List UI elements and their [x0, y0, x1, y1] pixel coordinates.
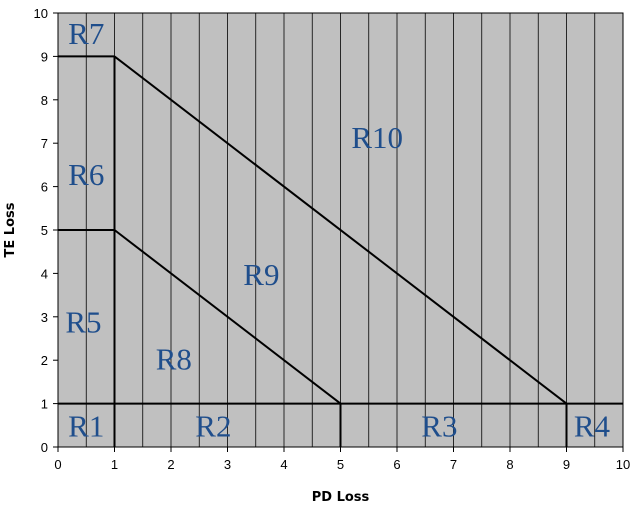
y-tick-label: 7 — [41, 136, 48, 151]
region-label-r3: R3 — [421, 409, 457, 444]
y-tick-label: 3 — [41, 310, 48, 325]
region-labels: R1 R2 R3 R4 R5 R6 R7 R8 R9 R10 — [65, 16, 610, 444]
x-tick-label: 8 — [506, 457, 513, 472]
y-tick-label: 0 — [41, 440, 48, 455]
region-boundaries — [58, 55, 623, 447]
region-label-r6: R6 — [68, 157, 104, 192]
boundary-line — [113, 229, 342, 405]
region-label-r8: R8 — [156, 341, 192, 376]
region-label-r9: R9 — [243, 257, 279, 292]
region-label-r7: R7 — [68, 16, 104, 51]
x-tick-label: 0 — [54, 457, 61, 472]
y-tick-labels: 0 1 2 3 4 5 6 7 8 9 10 — [34, 6, 48, 455]
axis-ticks — [53, 12, 624, 452]
region-label-r4: R4 — [574, 409, 611, 444]
region-label-r5: R5 — [65, 305, 101, 340]
x-tick-label: 5 — [337, 457, 344, 472]
region-label-r10: R10 — [351, 120, 403, 155]
x-tick-label: 3 — [224, 457, 231, 472]
x-tick-label: 9 — [563, 457, 570, 472]
y-tick-label: 8 — [41, 93, 48, 108]
x-tick-label: 4 — [280, 457, 287, 472]
x-tick-labels: 0 1 2 3 4 5 6 7 8 9 10 — [54, 457, 630, 472]
x-tick-label: 10 — [616, 457, 630, 472]
y-tick-label: 4 — [41, 266, 48, 281]
y-tick-label: 6 — [41, 180, 48, 195]
x-tick-label: 1 — [111, 457, 118, 472]
y-tick-label: 10 — [34, 6, 48, 21]
y-tick-label: 9 — [41, 49, 48, 64]
y-tick-label: 2 — [41, 353, 48, 368]
region-label-r1: R1 — [68, 409, 104, 444]
x-axis-title: PD Loss — [312, 490, 370, 505]
x-tick-label: 7 — [450, 457, 457, 472]
x-tick-label: 6 — [393, 457, 400, 472]
region-label-r2: R2 — [195, 409, 231, 444]
y-tick-label: 1 — [41, 397, 48, 412]
y-axis-title: TE Loss — [3, 202, 18, 257]
x-tick-label: 2 — [167, 457, 174, 472]
boundary-line — [113, 55, 568, 405]
y-tick-label: 5 — [41, 223, 48, 238]
